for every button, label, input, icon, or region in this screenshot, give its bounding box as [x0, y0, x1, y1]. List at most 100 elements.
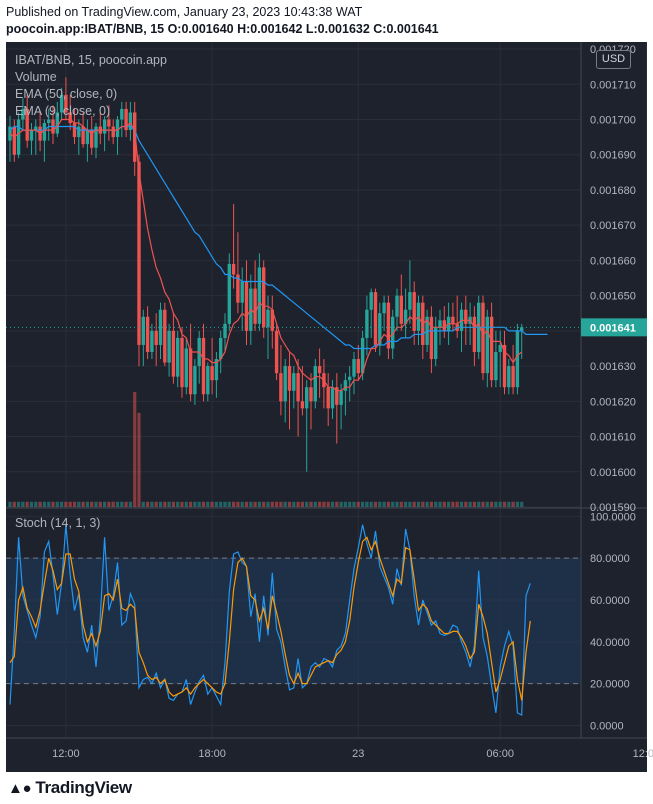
candle-body [214, 359, 219, 381]
candle-body [348, 376, 352, 381]
volume-bar [472, 501, 476, 507]
volume-bar [365, 501, 369, 507]
volume-bar [464, 501, 468, 507]
time-tick-label: 06:00 [486, 748, 514, 760]
volume-bar [47, 501, 51, 507]
candle-body [77, 126, 81, 138]
price-axis: 0.0017200.0017100.0017000.0016900.001680… [590, 44, 636, 732]
volume-bar [236, 501, 240, 507]
volume-bar [98, 501, 102, 507]
volume-bar [451, 501, 455, 507]
legend-ema9[interactable]: EMA (9, close, 0) [15, 104, 111, 118]
candle-body [12, 126, 16, 155]
candle-body [163, 309, 167, 363]
candle-body [223, 323, 227, 338]
candle-body [515, 330, 520, 388]
legend-ema50[interactable]: EMA (50, close, 0) [15, 87, 118, 101]
candle-body [219, 337, 223, 360]
time-tick-label: 23 [352, 748, 364, 760]
volume-bar [283, 501, 287, 507]
price-tick-label: 0.001650 [590, 291, 636, 303]
candle-body [120, 108, 124, 120]
candle-body [335, 387, 339, 405]
volume-bar [490, 501, 494, 507]
candle-body [137, 161, 141, 345]
candle-body [236, 274, 240, 303]
stoch-tick-label: 40.0000 [590, 637, 630, 649]
volume-bar [356, 501, 360, 507]
candle-body [429, 316, 434, 360]
volume-bar [128, 501, 132, 507]
stoch-tick-label: 60.0000 [590, 595, 630, 607]
price-tick-label: 0.001700 [590, 115, 636, 127]
candles [8, 77, 524, 472]
volume-bar [210, 501, 214, 507]
candle-body [68, 112, 72, 124]
candle-body [21, 108, 25, 120]
current-price-marker: 0.001641 [6, 318, 647, 337]
candle-body [520, 327, 524, 331]
volume-bar [184, 501, 188, 507]
candle-body [287, 366, 292, 391]
candle-body [283, 366, 287, 402]
volume-bar [21, 501, 25, 507]
volume-bar [38, 501, 42, 507]
candle-body [365, 309, 369, 338]
volume-bar [369, 501, 373, 507]
price-tick-label: 0.001660 [590, 255, 636, 267]
volume-bar [60, 501, 64, 507]
price-tick-label: 0.001670 [590, 220, 636, 232]
volume-bar [232, 501, 236, 507]
volume-bar [408, 501, 412, 507]
volume-bar [240, 501, 244, 507]
current-price-label: 0.001641 [590, 322, 636, 334]
candle-body [438, 320, 442, 328]
header-bar: Published on TradingView.com, January 23… [0, 0, 653, 42]
candle-body [94, 126, 98, 148]
candle-body [176, 337, 180, 377]
candle-body [231, 263, 236, 275]
volume-bar [189, 501, 193, 507]
candle-body [115, 119, 120, 138]
volume-bar [296, 501, 300, 507]
candle-body [72, 123, 77, 138]
time-tick-label: 12:00 [52, 748, 80, 760]
candle-body [494, 352, 498, 381]
volume-bar [197, 501, 201, 507]
currency-button[interactable]: USD [596, 50, 631, 69]
stoch-lines [9, 524, 531, 716]
candle-body [270, 309, 274, 331]
candle-body [386, 302, 391, 349]
legend-stoch[interactable]: Stoch (14, 1, 3) [15, 516, 101, 530]
stoch-band [6, 557, 581, 685]
volume-bar [339, 501, 343, 507]
volume-bar [219, 501, 223, 507]
volume-bar [137, 412, 141, 507]
volume-bar [382, 501, 386, 507]
candle-body [296, 373, 300, 402]
candle-body [193, 366, 197, 395]
volume-bar [412, 501, 416, 507]
candle-body [360, 337, 365, 374]
candle-body [107, 119, 111, 127]
candle-body [85, 130, 90, 145]
candle-body [171, 330, 176, 377]
candle-body [206, 366, 210, 395]
candle-body [395, 295, 399, 317]
volume-bar [223, 501, 227, 507]
tradingview-logo[interactable]: ▲● TradingView [8, 778, 132, 798]
volume-bar [361, 501, 365, 507]
volume-bar [51, 501, 55, 507]
volume-bar [257, 501, 261, 507]
volume-bar [81, 501, 85, 507]
tradingview-logo-icon: ▲● [8, 780, 32, 797]
volume-bar [477, 501, 481, 507]
stoch-k-line [9, 524, 531, 716]
volume-bar [124, 501, 128, 507]
legend-volume[interactable]: Volume [15, 70, 57, 84]
candle-body [133, 112, 137, 162]
volume-bar [438, 501, 442, 507]
candle-body [47, 119, 51, 124]
volume-bar [29, 501, 34, 507]
